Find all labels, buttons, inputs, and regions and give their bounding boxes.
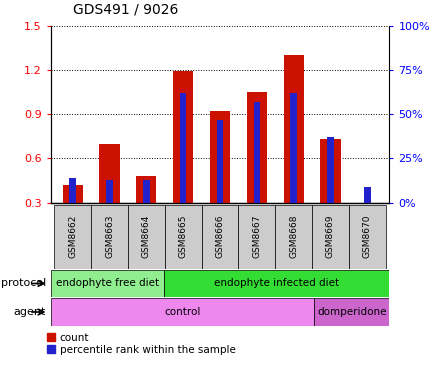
Bar [51,270,164,297]
Bar [247,92,267,247]
Text: control: control [164,307,201,317]
Bar [275,205,312,269]
Legend: count, percentile rank within the sample: count, percentile rank within the sample [47,333,235,355]
Bar [210,111,230,247]
Bar [312,205,349,269]
Bar [54,205,91,269]
Text: GDS491 / 9026: GDS491 / 9026 [73,3,178,16]
Text: endophyte infected diet: endophyte infected diet [214,279,339,288]
Bar [283,55,304,247]
Bar [164,270,389,297]
Text: GSM8663: GSM8663 [105,215,114,258]
Bar [143,180,150,203]
Bar [106,180,113,203]
Bar [180,93,187,203]
Text: GSM8665: GSM8665 [179,215,188,258]
Bar [62,185,83,247]
Bar [173,71,193,247]
Text: GSM8669: GSM8669 [326,215,335,258]
Text: GSM8664: GSM8664 [142,215,151,258]
Text: GSM8668: GSM8668 [289,215,298,258]
Text: endophyte free diet: endophyte free diet [55,279,159,288]
Text: GSM8667: GSM8667 [252,215,261,258]
Bar [70,178,76,203]
Bar [202,205,238,269]
Bar [320,139,341,247]
Text: GSM8670: GSM8670 [363,215,372,258]
Bar [327,137,334,203]
Text: GSM8666: GSM8666 [216,215,224,258]
Bar [314,298,389,326]
Bar [349,205,386,269]
Bar [364,187,370,203]
Bar [290,93,297,203]
Bar [91,205,128,269]
Bar [99,144,120,247]
Bar [165,205,202,269]
Bar [136,176,157,247]
Bar [238,205,275,269]
Text: domperidone: domperidone [317,307,386,317]
Bar [253,102,260,203]
Bar [128,205,165,269]
Text: agent: agent [14,307,46,317]
Text: GSM8662: GSM8662 [68,215,77,258]
Bar [51,298,314,326]
Bar [357,203,378,247]
Text: protocol: protocol [1,279,46,288]
Bar [216,120,224,203]
